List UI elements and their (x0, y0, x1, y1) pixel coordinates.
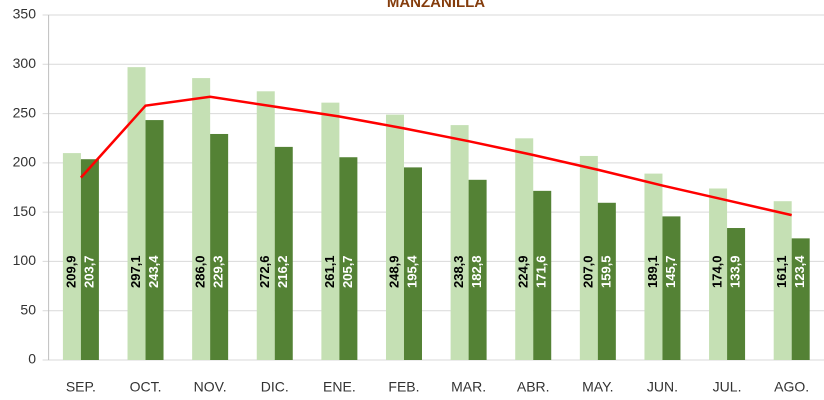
y-tick-label: 100 (13, 252, 37, 268)
value-label: 272,6 (257, 255, 272, 288)
value-label: 171,6 (534, 255, 549, 288)
bar (403, 167, 422, 360)
x-tick-label: JUL. (713, 379, 742, 395)
x-tick-label: MAY. (582, 379, 613, 395)
y-tick-label: 50 (20, 301, 36, 317)
y-tick-label: 350 (13, 6, 37, 22)
value-label: 133,9 (728, 255, 743, 288)
value-label: 248,9 (386, 255, 401, 288)
value-label: 238,3 (451, 255, 466, 288)
trend-line (79, 95, 792, 217)
bar (644, 173, 663, 360)
value-label: 297,1 (128, 255, 143, 288)
x-tick-label: ABR. (517, 379, 550, 395)
bar (709, 188, 728, 360)
bar (256, 91, 275, 361)
bar (62, 153, 81, 360)
y-tick-label: 200 (13, 154, 37, 170)
value-label: 224,9 (516, 255, 531, 288)
bar (597, 202, 616, 360)
y-tick-label: 150 (13, 203, 37, 219)
bar (515, 138, 534, 360)
value-label: 203,7 (81, 255, 96, 288)
x-tick-label: OCT. (130, 379, 162, 395)
value-label: 189,1 (645, 255, 660, 288)
bar (385, 114, 404, 360)
bar (274, 146, 293, 360)
value-label: 261,1 (322, 255, 337, 288)
value-label: 205,7 (340, 255, 355, 288)
value-label: 209,9 (63, 255, 78, 288)
value-label: 182,8 (469, 255, 484, 288)
x-tick-label: ENE. (323, 379, 356, 395)
bar (192, 78, 211, 360)
bar (533, 190, 552, 360)
bar (791, 238, 810, 360)
value-label: 195,4 (404, 255, 419, 288)
bar (321, 102, 340, 360)
x-tick-label: NOV. (194, 379, 227, 395)
value-label: 207,0 (580, 255, 595, 288)
bar (127, 67, 146, 360)
bar (210, 133, 229, 360)
value-label: 161,1 (774, 255, 789, 288)
value-label: 229,3 (211, 255, 226, 288)
value-label: 174,0 (710, 255, 725, 288)
bar (145, 120, 164, 360)
bar (773, 201, 792, 360)
x-tick-label: SEP. (66, 379, 96, 395)
x-tick-label: MAR. (451, 379, 486, 395)
y-tick-label: 0 (28, 351, 36, 367)
chart-title: MANZANILLA (387, 0, 485, 11)
bar (450, 125, 469, 361)
x-tick-label: AGO. (774, 379, 809, 395)
x-tick-label: JUN. (647, 379, 678, 395)
value-label: 159,5 (598, 255, 613, 288)
bar (80, 159, 99, 360)
value-label: 216,2 (275, 255, 290, 288)
bar (339, 157, 358, 360)
value-label: 286,0 (193, 255, 208, 288)
bar (468, 179, 487, 360)
value-label: 145,7 (663, 255, 678, 288)
value-label: 243,4 (146, 255, 161, 288)
value-label: 123,4 (792, 255, 807, 288)
bar (579, 155, 598, 360)
bar (727, 228, 746, 360)
x-tick-label: FEB. (388, 379, 419, 395)
y-tick-label: 300 (13, 55, 37, 71)
bar (662, 216, 681, 360)
y-tick-label: 250 (13, 104, 37, 120)
x-tick-label: DIC. (261, 379, 289, 395)
